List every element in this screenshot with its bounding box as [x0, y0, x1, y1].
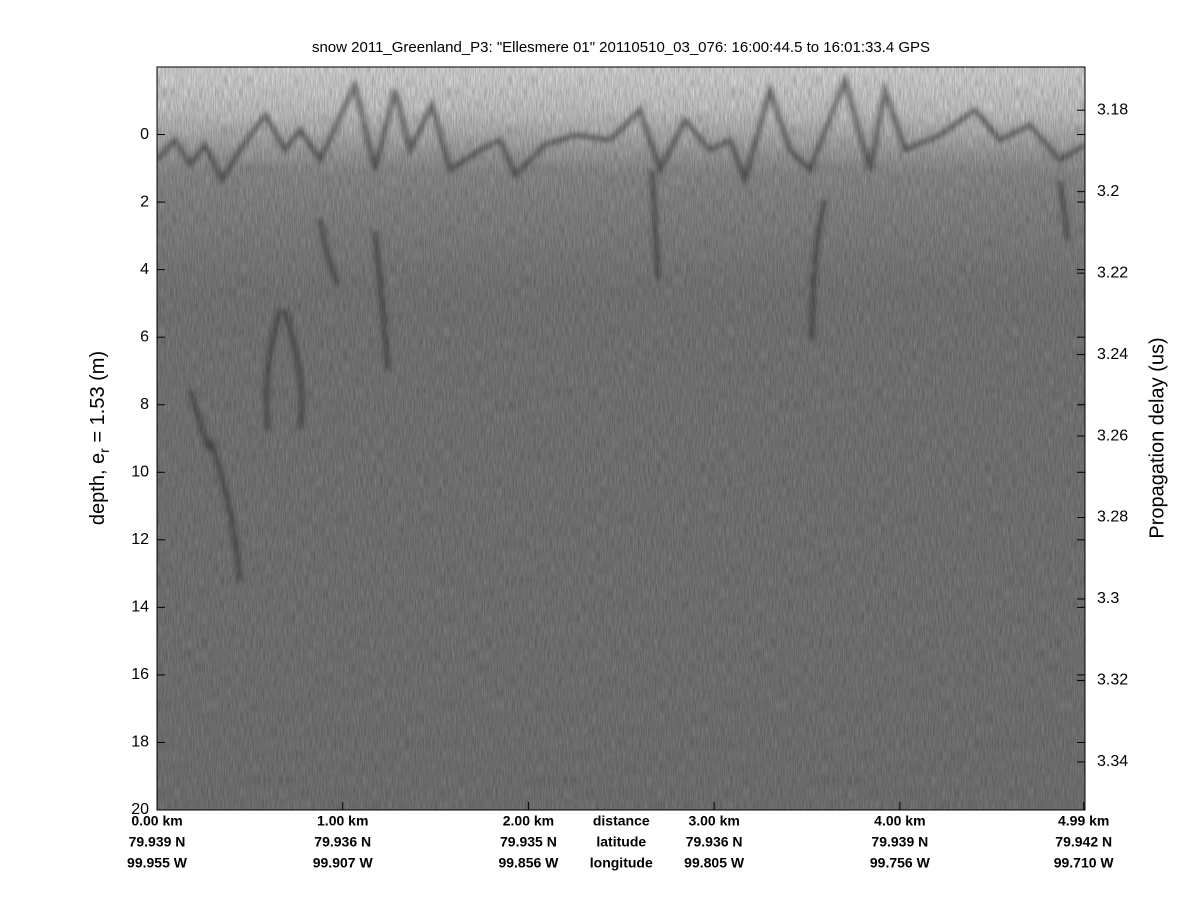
- chart-title: snow 2011_Greenland_P3: "Ellesmere 01" 2…: [312, 39, 930, 56]
- x-tick-latitude: 79.936 N: [686, 834, 743, 850]
- y2-tick-label: 3.32: [1097, 672, 1128, 689]
- y2-tick-label: 3.26: [1097, 427, 1128, 444]
- y-label-subscript: r: [96, 448, 112, 453]
- x-row-label: distance: [593, 813, 650, 829]
- plot-frame: [156, 66, 1086, 811]
- x-tick-label: 4.99 km: [1058, 813, 1109, 829]
- y-tick-label: 14: [131, 599, 149, 616]
- y2-tick-label: 3.22: [1097, 264, 1128, 281]
- y-tick-label: 2: [140, 193, 149, 210]
- y-tick-label: 6: [140, 328, 149, 345]
- x-tick-latitude: 79.942 N: [1055, 834, 1112, 850]
- y-label-part: = 1.53 (m): [87, 351, 109, 448]
- y2-tick-label: 3.34: [1097, 753, 1128, 770]
- x-tick-label: 0.00 km: [131, 813, 182, 829]
- x-tick-latitude: 79.935 N: [500, 834, 557, 850]
- x-tick-longitude: 99.756 W: [870, 855, 931, 871]
- y2-tick-label: 3.2: [1097, 183, 1119, 200]
- y-tick-label: 18: [131, 734, 149, 751]
- x-tick-longitude: 99.805 W: [684, 855, 745, 871]
- y2-tick-label: 3.18: [1097, 101, 1128, 118]
- x-row-label: longitude: [590, 855, 653, 871]
- y2-tick-label: 3.24: [1097, 346, 1128, 363]
- x-tick-latitude: 79.936 N: [314, 834, 371, 850]
- y-tick-label: 12: [131, 531, 149, 548]
- y2-tick-label: 3.3: [1097, 590, 1119, 607]
- y-tick-label: 10: [131, 463, 149, 480]
- x-tick-longitude: 99.710 W: [1054, 855, 1115, 871]
- x-tick-latitude: 79.939 N: [871, 834, 928, 850]
- y-tick-label: 0: [140, 126, 149, 143]
- x-row-label: latitude: [596, 834, 646, 850]
- x-tick-longitude: 99.907 W: [313, 855, 374, 871]
- x-tick-longitude: 99.955 W: [127, 855, 188, 871]
- y-tick-label: 8: [140, 396, 149, 413]
- y-tick-label: 16: [131, 666, 149, 683]
- x-tick-label: 2.00 km: [503, 813, 554, 829]
- x-tick-label: 1.00 km: [317, 813, 368, 829]
- y-axis-label: depth, er = 1.53 (m): [87, 351, 111, 525]
- x-tick-label: 3.00 km: [688, 813, 739, 829]
- y2-axis-label: Propagation delay (us): [1146, 337, 1168, 538]
- echogram-image: [157, 67, 1085, 810]
- x-tick-label: 4.00 km: [874, 813, 925, 829]
- x-tick-latitude: 79.939 N: [129, 834, 186, 850]
- x-tick-longitude: 99.856 W: [498, 855, 559, 871]
- y-tick-label: 4: [140, 261, 149, 278]
- y2-tick-label: 3.28: [1097, 509, 1128, 526]
- y-label-part: depth, e: [87, 453, 109, 525]
- y-tick-label: 20: [131, 801, 149, 818]
